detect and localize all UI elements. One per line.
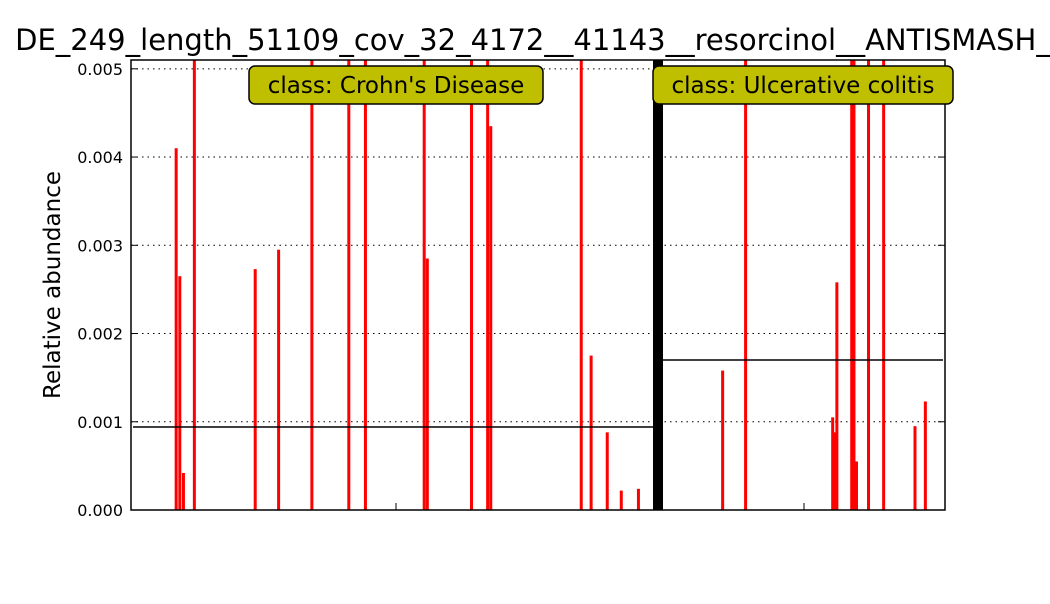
bar <box>833 432 837 510</box>
bar <box>178 276 182 510</box>
bar <box>486 60 490 510</box>
bar <box>589 355 593 510</box>
mean-layer <box>133 359 943 428</box>
bar <box>854 461 858 510</box>
bar <box>882 60 886 510</box>
bar <box>579 60 583 510</box>
bar <box>425 258 429 510</box>
axis-layer: 0.000 0.001 0.002 0.003 0.004 0.005 <box>77 60 945 520</box>
bar <box>253 269 257 510</box>
bar <box>850 60 854 510</box>
y-tick-label: 0.004 <box>77 148 123 167</box>
grid-layer <box>131 68 945 423</box>
panel-label-box-uc: class: Ulcerative colitis <box>652 65 954 105</box>
y-tick-label: 0.001 <box>77 413 123 432</box>
bar <box>422 60 426 510</box>
bar <box>363 60 367 510</box>
bar <box>744 60 748 510</box>
bars-layer <box>174 60 927 511</box>
y-tick-label: 0.005 <box>77 60 123 79</box>
bar <box>277 249 281 511</box>
bar <box>619 490 623 510</box>
bar <box>636 488 640 510</box>
y-axis-label: Relative abundance <box>40 171 66 399</box>
bar <box>835 282 839 510</box>
y-tick-label: 0.002 <box>77 325 123 344</box>
panel-label-crohns: class: Crohn's Disease <box>268 73 524 99</box>
bar <box>721 370 725 510</box>
panel-label-box-crohns: class: Crohn's Disease <box>248 65 544 105</box>
bar <box>174 148 178 510</box>
class-divider <box>653 60 663 510</box>
bar <box>913 426 917 510</box>
bar <box>605 432 609 510</box>
chart-title: DE_249_length_51109_cov_32_4172__41143__… <box>15 23 1050 57</box>
bar <box>347 60 351 510</box>
y-tick-label: 0.000 <box>77 501 123 520</box>
plot-frame <box>130 59 946 511</box>
bar <box>867 60 871 510</box>
bar <box>831 417 835 510</box>
bar <box>489 126 493 511</box>
bar <box>923 401 927 510</box>
y-tick-label: 0.003 <box>77 236 123 255</box>
bar <box>852 60 856 510</box>
bar <box>181 472 185 510</box>
panel-label-uc: class: Ulcerative colitis <box>671 73 934 99</box>
bar <box>310 60 314 510</box>
bar <box>470 60 474 510</box>
bar <box>192 60 196 510</box>
